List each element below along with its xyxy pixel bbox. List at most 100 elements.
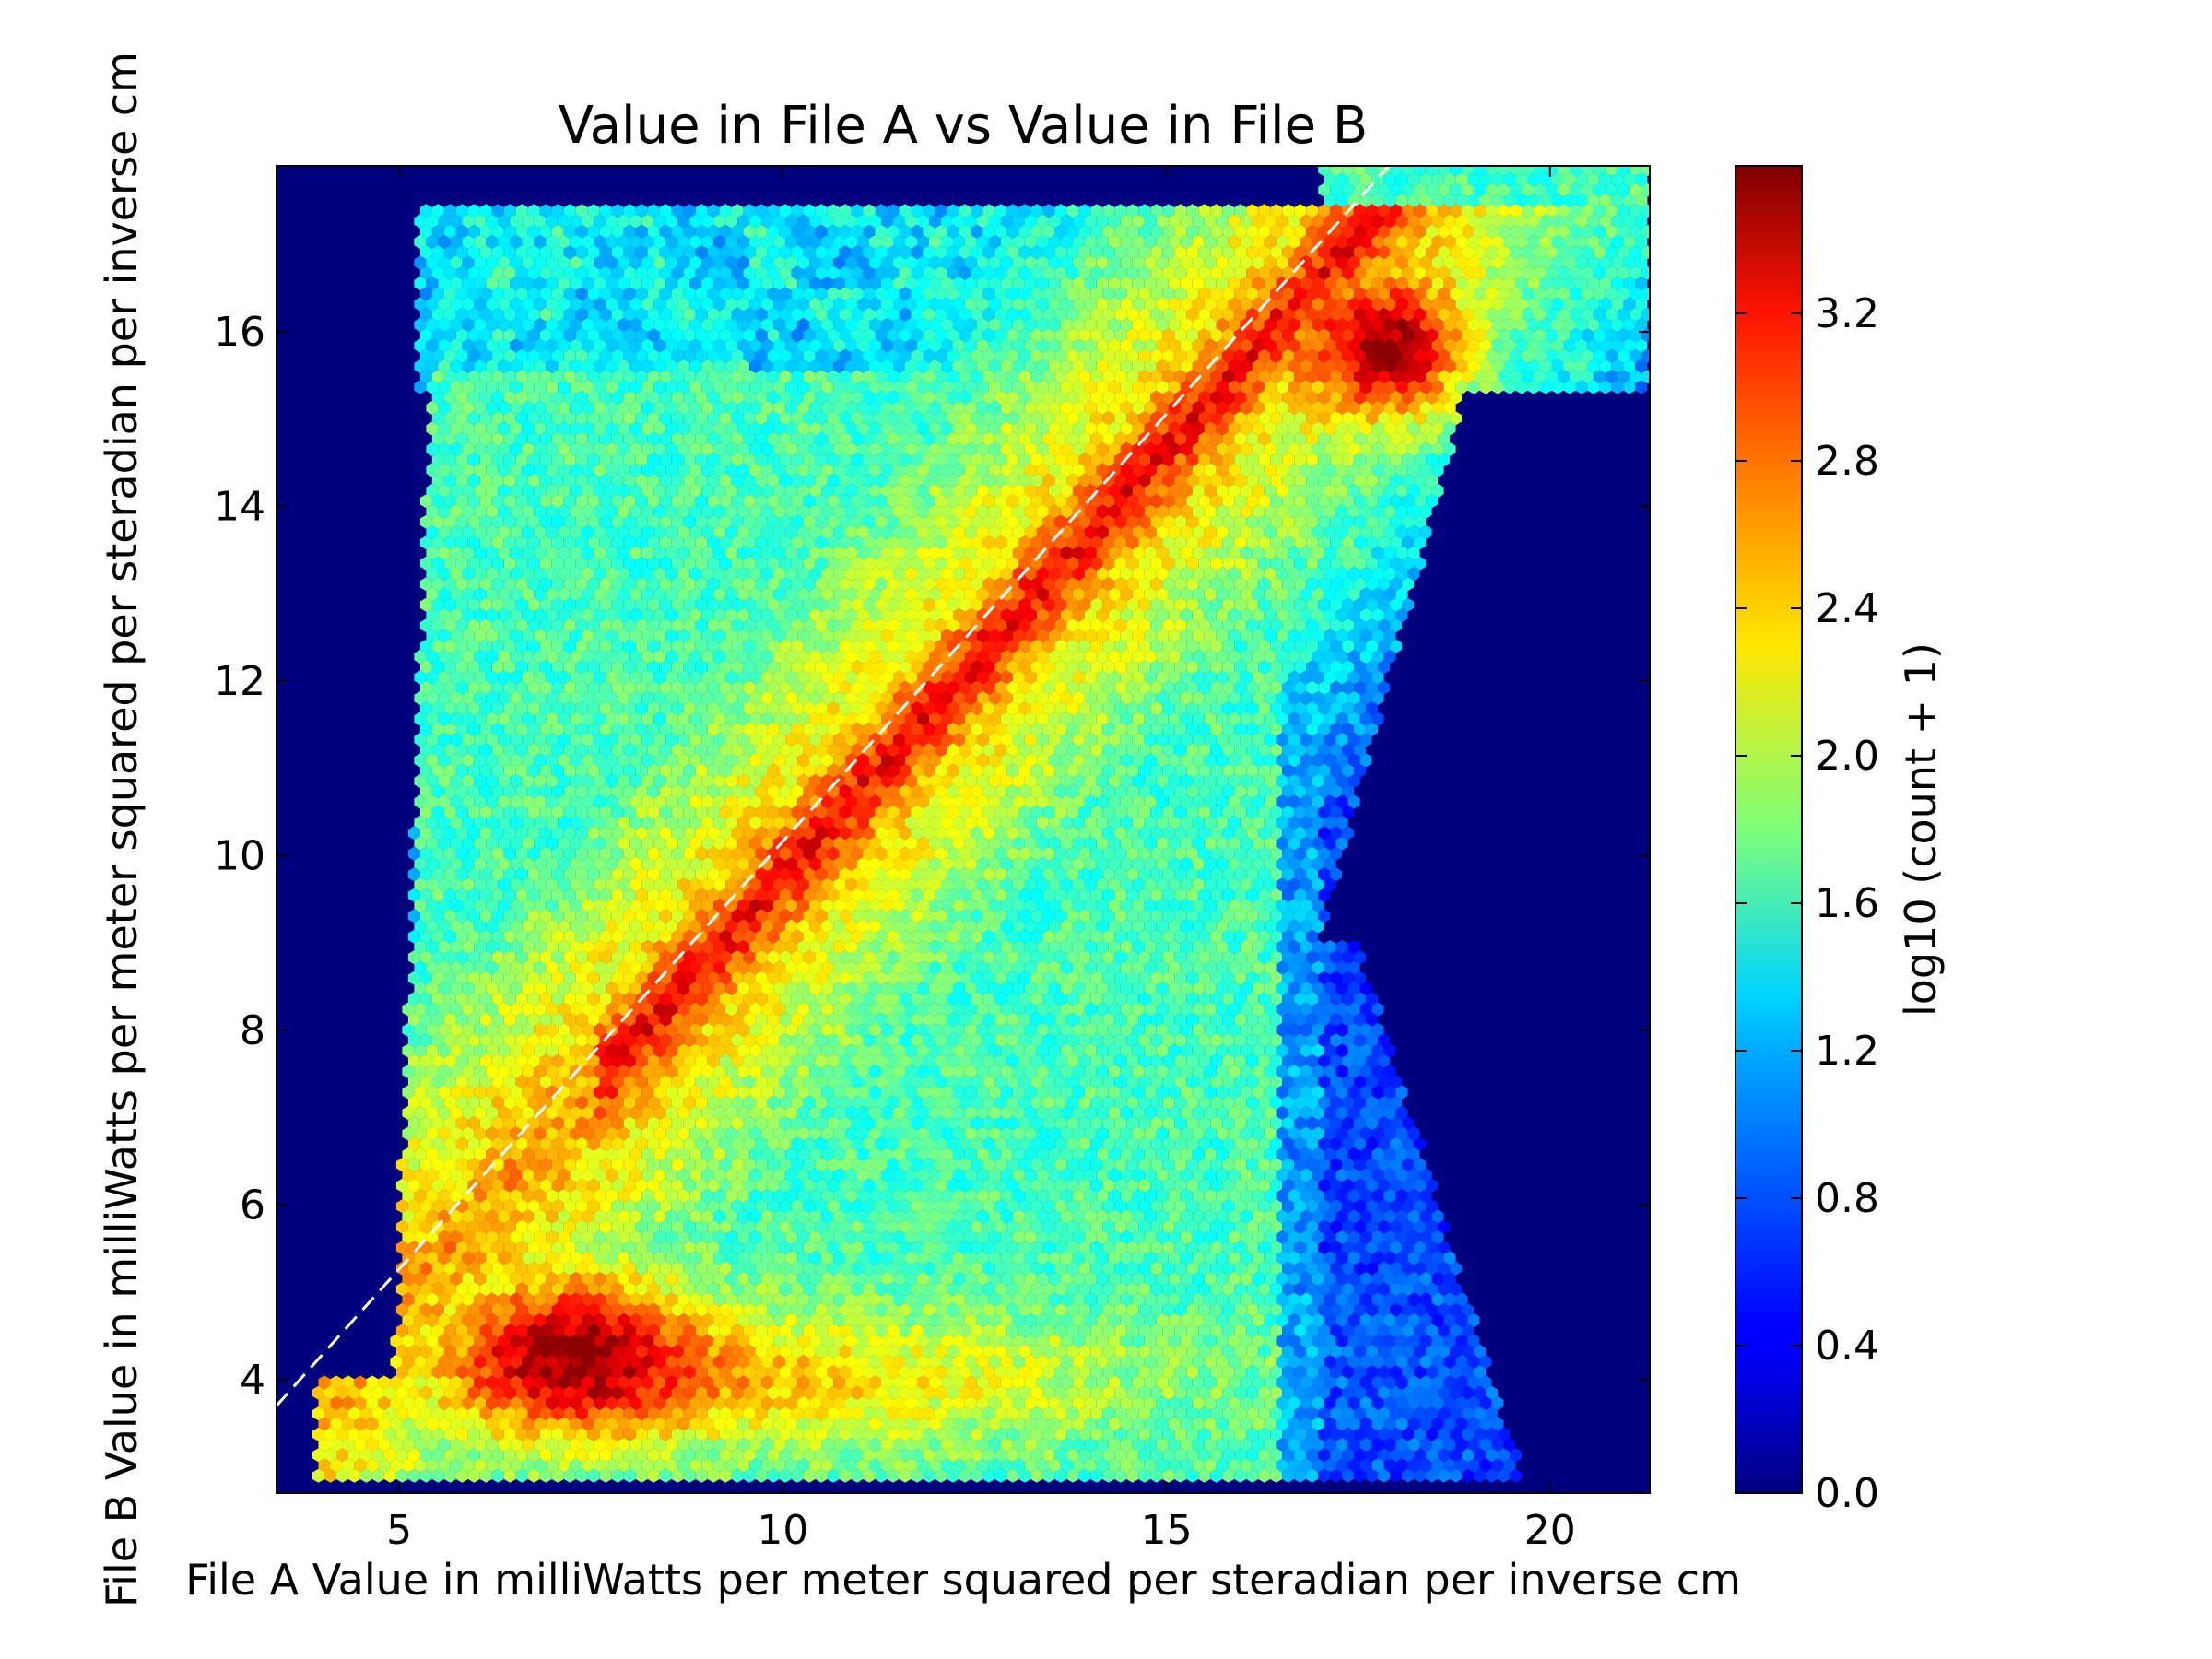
hexbin-cell xyxy=(779,287,792,301)
hexbin-cell xyxy=(498,235,511,249)
hexbin-cell xyxy=(767,224,780,239)
hexbin-cell xyxy=(1539,214,1552,229)
hexbin-cell xyxy=(683,265,696,280)
hexbin-cell xyxy=(1575,235,1588,249)
hexbin-cell xyxy=(1366,224,1379,239)
hexbin-cell xyxy=(1390,182,1403,197)
hexbin-cell xyxy=(467,265,480,280)
hexbin-cell xyxy=(558,255,571,270)
hexbin-cell xyxy=(947,245,959,260)
hexbin-cell xyxy=(443,224,456,239)
hexbin-cell xyxy=(731,224,744,239)
hexbin-cell xyxy=(1282,204,1295,218)
hexbin-cell xyxy=(1515,194,1528,207)
hexbin-cell xyxy=(1623,194,1636,207)
hexbin-cell xyxy=(1431,172,1444,187)
hexbin-cell xyxy=(935,245,947,260)
hexbin-cell xyxy=(1491,276,1504,290)
hexbin-cell xyxy=(1498,224,1510,239)
hexbin-cell xyxy=(653,276,666,290)
hexbin-cell xyxy=(1407,214,1420,229)
hexbin-cell xyxy=(1390,166,1403,177)
hexbin-cell xyxy=(611,265,624,280)
hexbin-cell xyxy=(534,255,547,270)
hexbin-cell xyxy=(1138,265,1151,280)
hexbin-cell xyxy=(1096,235,1109,249)
hexbin-cell xyxy=(761,214,774,229)
hexbin-cell xyxy=(1108,276,1121,290)
hexbin-cell xyxy=(1024,276,1037,290)
hexbin-cell xyxy=(1084,235,1097,249)
hexbin-cell xyxy=(635,245,648,260)
hexbin-cell xyxy=(462,276,475,290)
hexbin-cell xyxy=(994,245,1007,260)
hexbin-cell xyxy=(1210,204,1223,218)
hexbin-cell xyxy=(1294,204,1307,218)
hexbin-cell xyxy=(479,245,492,260)
hexbin-cell xyxy=(893,276,905,290)
hexbin-cell xyxy=(1551,235,1564,249)
hexbin-cell xyxy=(1347,194,1360,207)
hexbin-cell xyxy=(1258,245,1271,260)
hexbin-cell xyxy=(881,235,893,249)
hexbin-cell xyxy=(510,235,523,249)
hexbin-cell xyxy=(905,214,917,229)
hexbin-cell xyxy=(677,214,690,229)
hexbin-cell xyxy=(1641,224,1650,239)
hexbin-cell xyxy=(953,276,965,290)
hexbin-cell xyxy=(462,214,475,229)
hexbin-cell xyxy=(791,224,804,239)
hexbin-cell xyxy=(1486,224,1498,239)
hexbin-cell xyxy=(599,265,612,280)
hexbin-cell xyxy=(653,214,666,229)
hexbin-cell xyxy=(1402,224,1415,239)
hexbin-cell xyxy=(1354,204,1367,218)
hexbin-cell xyxy=(1366,204,1379,218)
hexbin-cell xyxy=(1156,276,1169,290)
hexbin-cell xyxy=(785,255,798,270)
hexbin-cell xyxy=(539,265,552,280)
hexbin-cell xyxy=(875,265,888,280)
hexbin-cell xyxy=(863,224,876,239)
hexbin-cell xyxy=(881,214,893,229)
hexbin-cell xyxy=(1395,276,1408,290)
hexbin-cell xyxy=(953,255,965,270)
hexbin-cell xyxy=(1431,214,1444,229)
hexbin-cell xyxy=(689,214,702,229)
hexbin-cell xyxy=(773,255,786,270)
hexbin-cell xyxy=(1054,265,1067,280)
hexbin-cell xyxy=(665,255,678,270)
hexbin-cell xyxy=(450,235,463,249)
hexbin-cell xyxy=(959,287,971,301)
hexbin-cell xyxy=(599,224,612,239)
hexbin-cell xyxy=(1438,166,1451,177)
hexbin-cell xyxy=(1347,255,1360,270)
hexbin-cell xyxy=(761,235,774,249)
hexbin-cell xyxy=(833,214,845,229)
hexbin-cell xyxy=(1234,245,1247,260)
hexbin-cell xyxy=(1210,224,1223,239)
hexbin-cell xyxy=(1527,194,1540,207)
hexbin-cell xyxy=(1539,172,1552,187)
hexbin-cell xyxy=(1623,276,1636,290)
hexbin-cell xyxy=(971,245,983,260)
hexbin-cell xyxy=(976,276,989,290)
hexbin-cell xyxy=(1641,166,1650,177)
hexbin-cell xyxy=(887,245,900,260)
hexbin-cell xyxy=(443,287,456,301)
hexbin-cell xyxy=(1144,276,1157,290)
hexbin-cell xyxy=(976,255,989,270)
hexbin-cell xyxy=(1138,245,1151,260)
hexbin-cell xyxy=(1060,255,1073,270)
hexbin-cell xyxy=(599,245,612,260)
hexbin-cell xyxy=(479,287,492,301)
hexbin-cell xyxy=(1515,214,1528,229)
hexbin-cell xyxy=(743,204,756,218)
hexbin-cell xyxy=(1378,204,1391,218)
hexbin-cell xyxy=(851,245,864,260)
hexbin-cell xyxy=(731,287,744,301)
hexbin-cell xyxy=(1534,204,1546,218)
hexbin-cell xyxy=(809,276,822,290)
hexbin-cell xyxy=(1570,182,1582,197)
hexbin-cell xyxy=(911,204,924,218)
